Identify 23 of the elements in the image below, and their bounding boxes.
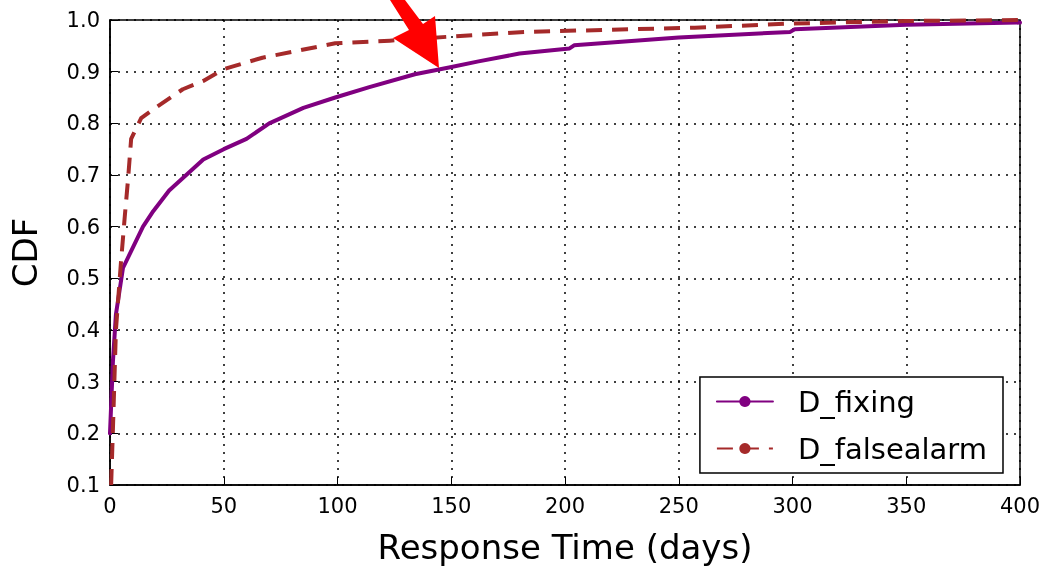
x-tick-label: 300	[772, 493, 813, 518]
x-tick-label: 400	[999, 493, 1041, 518]
x-tick-label: 0	[103, 493, 117, 518]
y-tick-label: 0.5	[66, 266, 100, 291]
y-tick-label: 0.8	[66, 111, 100, 136]
x-tick-label: 350	[886, 493, 927, 518]
x-axis-title: Response Time (days)	[377, 527, 753, 567]
y-tick-label: 0.2	[66, 421, 100, 446]
y-tick-label: 0.1	[66, 473, 100, 497]
legend-label: D_fixing	[797, 384, 916, 419]
y-tick-label: 0.9	[66, 59, 100, 84]
y-tick-label: 0.6	[66, 214, 100, 239]
x-tick-label: 250	[658, 493, 699, 518]
x-tick-label: 150	[431, 493, 472, 518]
x-tick-label: 100	[317, 493, 358, 518]
y-tick-label: 0.3	[66, 369, 100, 394]
y-tick-label: 0.4	[66, 318, 100, 342]
x-tick-label: 200	[544, 493, 586, 518]
y-axis-title: CDF	[5, 217, 45, 288]
y-tick-label: 0.7	[66, 163, 100, 187]
x-tick-label: 50	[210, 493, 238, 518]
y-tick-label: 1.0	[66, 8, 100, 32]
legend-label: D_falsealarm	[797, 431, 988, 466]
